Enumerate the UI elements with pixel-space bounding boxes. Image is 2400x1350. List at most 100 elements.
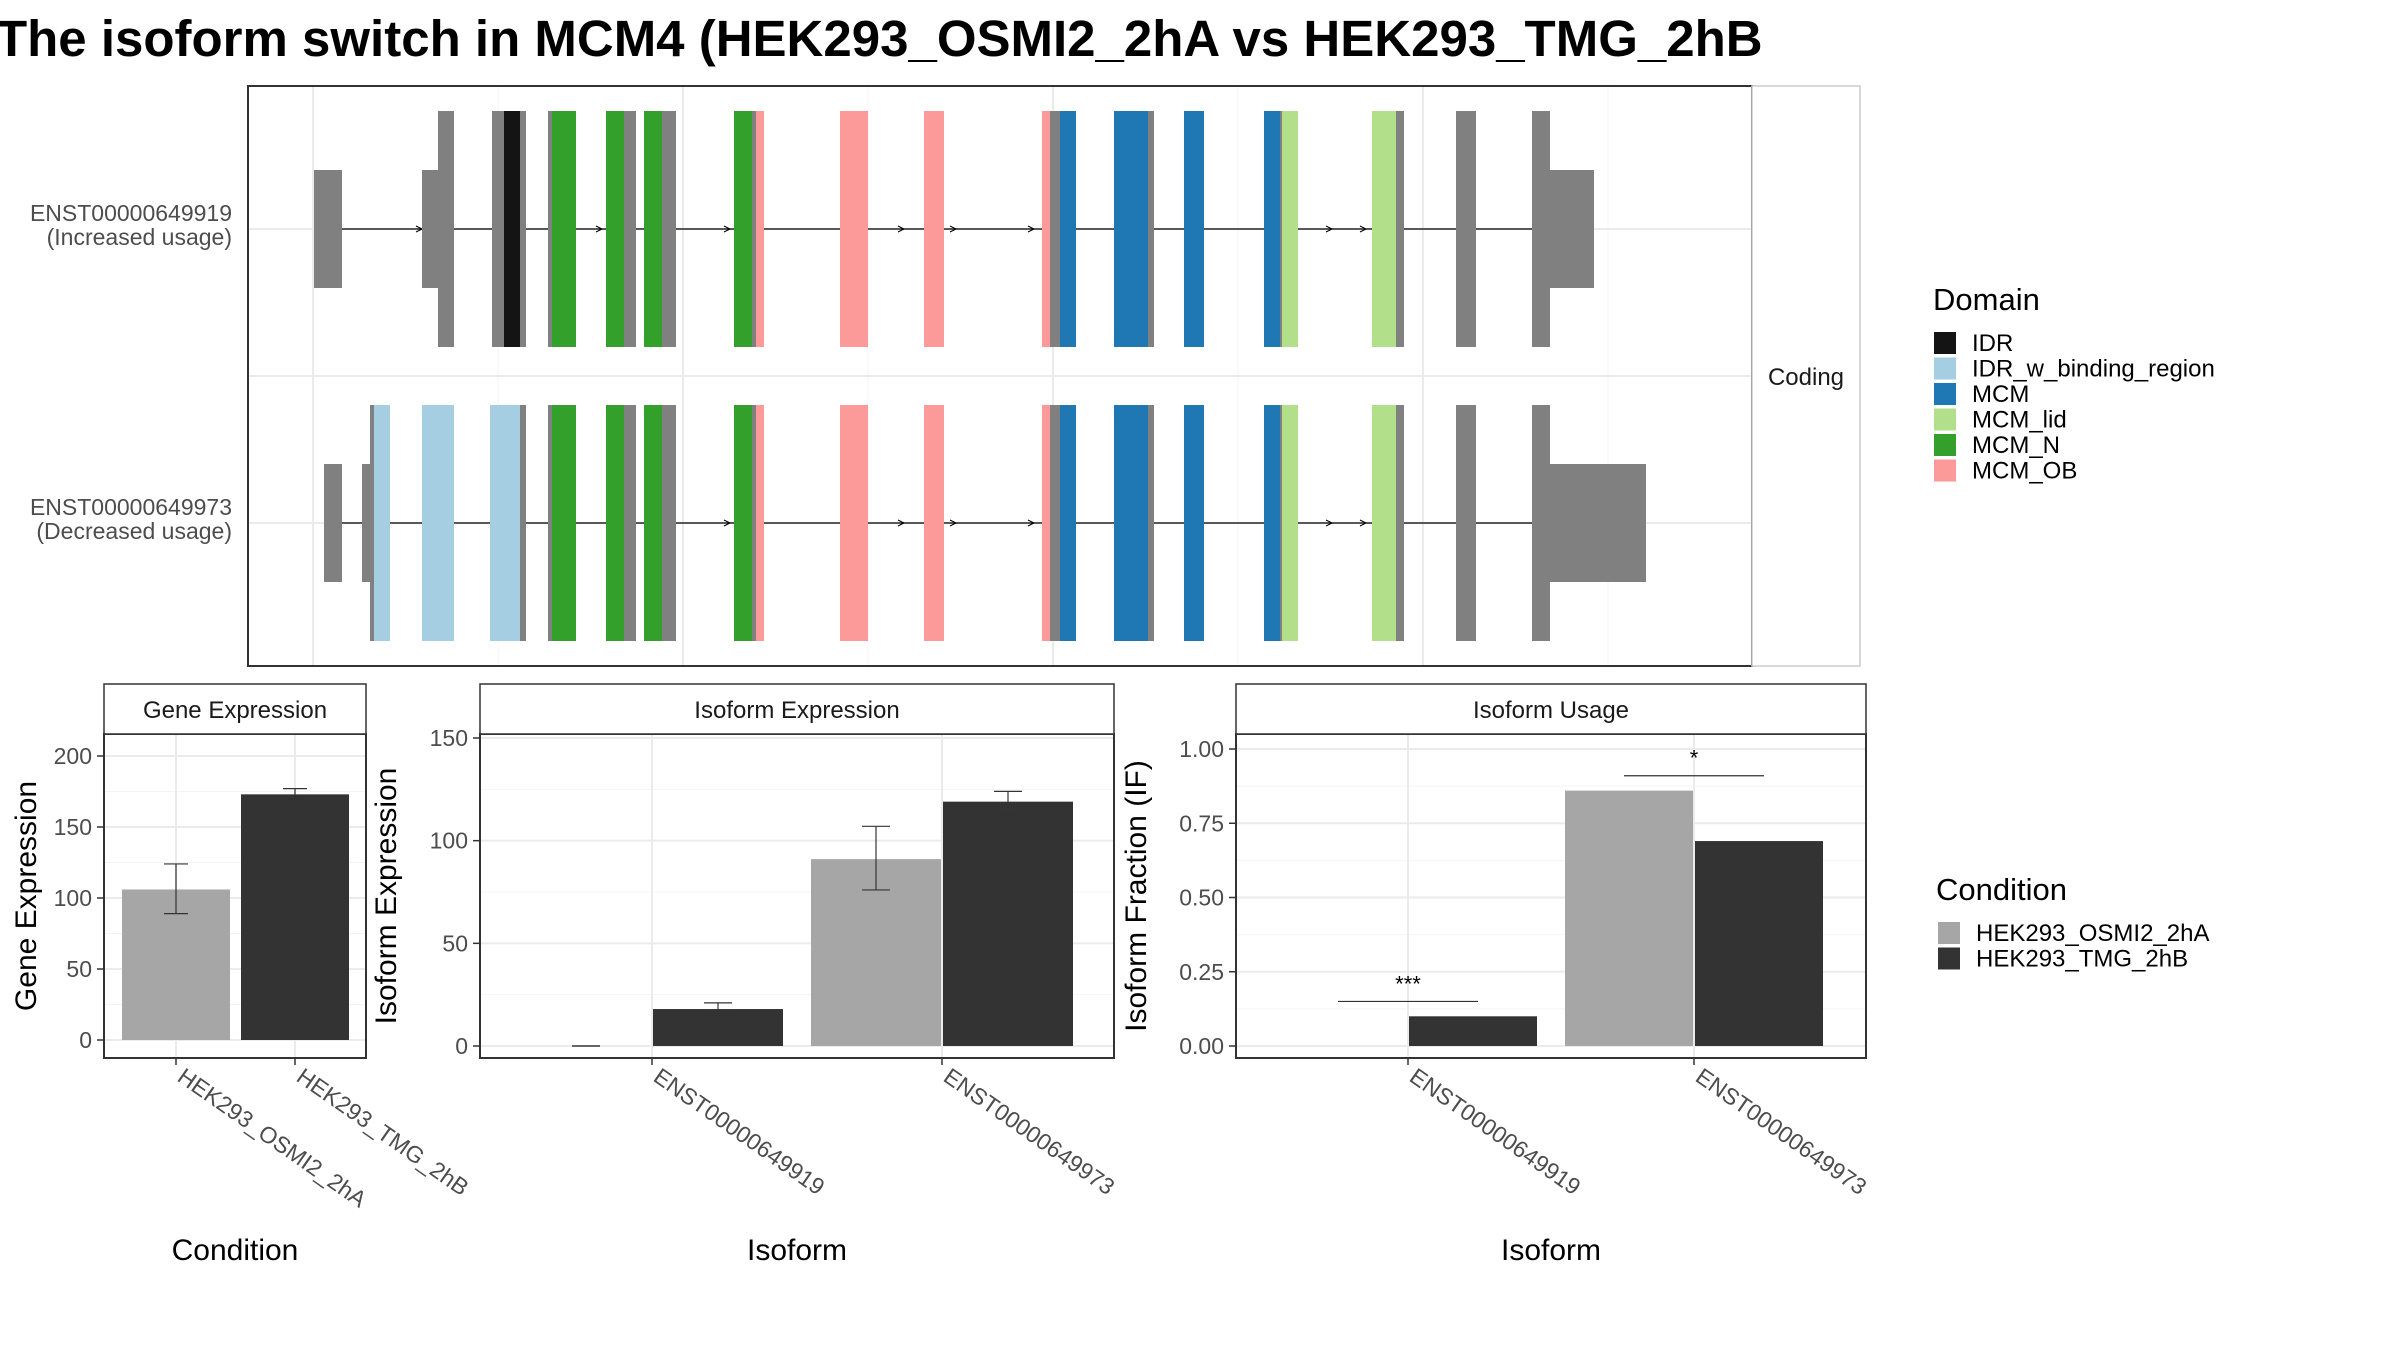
isoform-structure-panel: ENST00000649919(Increased usage) ENST0000… xyxy=(30,85,1861,667)
y-tick-label: 0.00 xyxy=(1179,1033,1224,1059)
strand-arrow xyxy=(1027,225,1036,233)
domain-IDR_w_binding_region xyxy=(490,405,520,641)
x-tick-label: ENST00000649919 xyxy=(649,1063,829,1200)
x-axis-title: Isoform xyxy=(747,1234,847,1267)
y-tick-label: 0.50 xyxy=(1179,885,1224,911)
y-tick-label: 200 xyxy=(54,743,92,769)
exon xyxy=(1550,464,1646,582)
domain-legend-label: MCM_lid xyxy=(1972,407,2067,434)
error-bar xyxy=(994,790,1022,815)
x-axis-title: Isoform xyxy=(1501,1234,1601,1267)
y-axis-title: Gene Expression xyxy=(10,781,43,1011)
chart-isoform-usage: 0.000.250.500.751.00****Isoform UsageENS… xyxy=(1120,683,1872,1267)
y-tick-label: 0.75 xyxy=(1179,810,1224,836)
facet-strip-label: Coding xyxy=(1768,364,1844,391)
domain-legend-key xyxy=(1934,459,1956,482)
y-tick-label: 0.25 xyxy=(1179,959,1224,985)
isoform-sublabel: (Increased usage) xyxy=(47,224,232,250)
condition-legend-key xyxy=(1938,947,1960,970)
exon xyxy=(1456,111,1476,347)
domain-MCM_N xyxy=(606,111,624,347)
domain-MCM_OB xyxy=(1042,405,1050,641)
x-tick-label: ENST00000649973 xyxy=(939,1063,1119,1200)
isoform-label: ENST00000649973 xyxy=(30,494,232,520)
domain-legend-label: MCM_N xyxy=(1972,432,2060,459)
strand-arrow xyxy=(897,225,906,233)
domain-legend-label: MCM xyxy=(1972,381,2029,408)
bar-HEK293_TMG_2hB-ENST00000649919 xyxy=(1409,1016,1537,1046)
strand-arrow xyxy=(897,519,906,527)
domain-MCM_N xyxy=(644,111,662,347)
x-tick-label: ENST00000649973 xyxy=(1691,1063,1871,1200)
isoform-sublabel: (Decreased usage) xyxy=(36,518,232,544)
chart-title: Isoform Expression xyxy=(694,697,899,724)
domain-legend-key xyxy=(1934,408,1956,431)
domain-MCM_OB xyxy=(756,405,764,641)
domain-MCM_N xyxy=(734,405,752,641)
domain-MCM_lid xyxy=(1372,405,1396,641)
x-tick-label: HEK293_OSMI2_2hA xyxy=(173,1063,372,1213)
domain-legend-title: Domain xyxy=(1933,282,2040,317)
condition-legend-label: HEK293_OSMI2_2hA xyxy=(1976,920,2209,947)
facet-strip xyxy=(479,683,1115,735)
strand-arrow xyxy=(1359,519,1368,527)
significance-label: *** xyxy=(1395,971,1421,996)
domain-MCM_lid xyxy=(1282,111,1298,347)
domain-legend-label: IDR_w_binding_region xyxy=(1972,356,2215,383)
strand-arrow xyxy=(1027,519,1036,527)
strand-arrow xyxy=(595,225,604,233)
domain-IDR_w_binding_region xyxy=(374,405,390,641)
facet-strip xyxy=(1235,683,1867,735)
bar-HEK293_TMG_2hB xyxy=(241,794,349,1040)
y-tick-label: 100 xyxy=(430,828,468,854)
domain-MCM xyxy=(1264,405,1280,641)
bar-HEK293_TMG_2hB-ENST00000649973 xyxy=(943,801,1073,1046)
domain-IDR_w_binding_region xyxy=(422,405,454,641)
error-bar xyxy=(704,1002,732,1016)
domain-legend-key xyxy=(1934,383,1956,405)
error-bar xyxy=(862,825,890,891)
chart-gene-expression: 0 50 100 150 200 Gene Expression HEK293_OSMI2_… xyxy=(10,683,474,1267)
bar-charts: 0 50 100 150 200 Gene Expression HEK293_OSMI2_… xyxy=(10,683,1872,1267)
y-tick-label: 0 xyxy=(455,1033,468,1059)
strand-arrow xyxy=(1359,225,1368,233)
condition-legend-title: Condition xyxy=(1936,872,2067,907)
exon xyxy=(438,111,454,347)
chart-isoform-expression: 0 50 100 150 Isoform Expression ENST000006499… xyxy=(370,683,1120,1267)
exon xyxy=(1532,111,1550,347)
exon xyxy=(324,464,342,582)
condition-legend-key xyxy=(1938,922,1960,944)
domain-MCM xyxy=(1114,111,1148,347)
domain-MCM_OB xyxy=(924,405,944,641)
domain-MCM_OB xyxy=(924,111,944,347)
strand-arrow xyxy=(949,225,958,233)
strand-arrow xyxy=(1325,519,1334,527)
domain-legend-label: MCM_OB xyxy=(1972,458,2077,485)
domain-MCM_OB xyxy=(1042,111,1050,347)
y-tick-label: 0 xyxy=(79,1027,92,1053)
bar-HEK293_OSMI2_2hA-ENST00000649973 xyxy=(1565,790,1693,1046)
figure-title: The isoform switch in MCM4 (HEK293_OSMI2… xyxy=(0,10,1763,67)
isoform-track-ENST00000649973 xyxy=(324,405,1646,641)
domain-MCM_N xyxy=(552,405,576,641)
exon xyxy=(314,170,342,288)
significance-label: * xyxy=(1690,746,1699,771)
domain-MCM_N xyxy=(644,405,662,641)
y-tick-label: 100 xyxy=(54,885,92,911)
strand-arrow xyxy=(1325,225,1334,233)
exon xyxy=(1532,405,1550,641)
domain-MCM_N xyxy=(606,405,624,641)
x-axis-title: Condition xyxy=(172,1234,299,1267)
y-tick-label: 150 xyxy=(54,814,92,840)
facet-strip xyxy=(103,683,367,735)
domain-MCM xyxy=(1114,405,1148,641)
y-tick-label: 1.00 xyxy=(1179,736,1224,762)
x-tick-label: ENST00000649919 xyxy=(1405,1063,1585,1200)
y-tick-label: 50 xyxy=(442,930,468,956)
strand-arrow xyxy=(723,519,732,527)
domain-legend-key xyxy=(1934,357,1956,380)
isoform-track-ENST00000649919 xyxy=(314,111,1594,347)
exon xyxy=(1456,405,1476,641)
domain-legend-label: IDR xyxy=(1972,330,2013,357)
